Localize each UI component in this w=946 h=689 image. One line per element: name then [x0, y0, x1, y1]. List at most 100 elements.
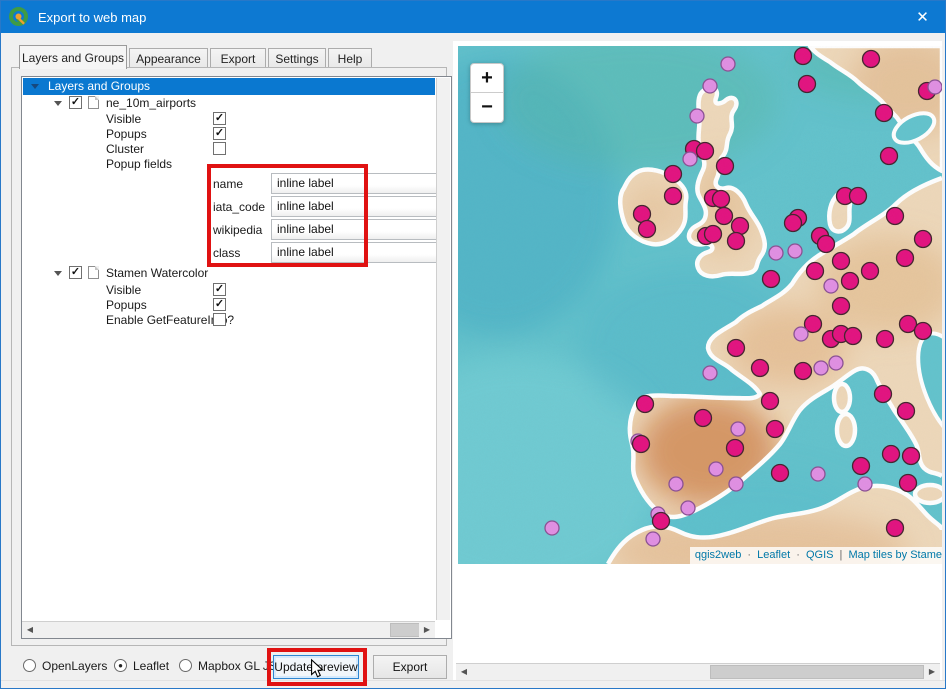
- airport-marker[interactable]: [711, 189, 731, 209]
- airport-marker[interactable]: [787, 243, 803, 259]
- airport-marker[interactable]: [816, 234, 836, 254]
- airport-marker[interactable]: [668, 476, 684, 492]
- radio-leaflet-label[interactable]: Leaflet: [133, 659, 170, 673]
- airport-marker[interactable]: [768, 245, 784, 261]
- field-label-combobox[interactable]: inline label: [271, 173, 437, 194]
- airport-marker[interactable]: [843, 326, 863, 346]
- airport-marker[interactable]: [726, 338, 746, 358]
- airport-marker[interactable]: [857, 476, 873, 492]
- airport-marker[interactable]: [663, 186, 683, 206]
- radio-leaflet[interactable]: ●: [114, 659, 127, 672]
- airport-marker[interactable]: [663, 164, 683, 184]
- airport-marker[interactable]: [823, 278, 839, 294]
- airport-marker[interactable]: [810, 466, 826, 482]
- airport-marker[interactable]: [728, 476, 744, 492]
- airport-marker[interactable]: [813, 360, 829, 376]
- airport-marker[interactable]: [730, 421, 746, 437]
- airport-marker[interactable]: [682, 151, 698, 167]
- export-button[interactable]: Export: [373, 655, 447, 679]
- airport-marker[interactable]: [885, 206, 905, 226]
- airport-marker[interactable]: [803, 314, 823, 334]
- airport-marker[interactable]: [770, 463, 790, 483]
- qgis2web-link[interactable]: qgis2web: [694, 549, 742, 561]
- airport-marker[interactable]: [831, 296, 851, 316]
- airport-marker[interactable]: [881, 444, 901, 464]
- airport-marker[interactable]: [726, 231, 746, 251]
- option-checkbox[interactable]: ✓: [213, 112, 226, 125]
- airport-marker[interactable]: [793, 326, 809, 342]
- option-checkbox[interactable]: ✓: [213, 283, 226, 296]
- airport-marker[interactable]: [708, 461, 724, 477]
- airport-marker[interactable]: [703, 224, 723, 244]
- map-tiles-link[interactable]: Map tiles by Stame: [848, 549, 942, 561]
- airport-marker[interactable]: [901, 446, 921, 466]
- airport-marker[interactable]: [851, 456, 871, 476]
- tab-help[interactable]: Help: [328, 48, 372, 68]
- field-label-combobox[interactable]: inline label: [271, 242, 437, 263]
- airport-marker[interactable]: [860, 261, 880, 281]
- airport-marker[interactable]: [913, 321, 933, 341]
- scroll-left-icon[interactable]: ◀: [22, 622, 38, 638]
- airport-marker[interactable]: [783, 213, 803, 233]
- zoom-out-button[interactable]: −: [481, 96, 493, 118]
- tab-layers-and-groups[interactable]: Layers and Groups: [19, 45, 127, 69]
- airport-marker[interactable]: [645, 531, 661, 547]
- airport-marker[interactable]: [680, 500, 696, 516]
- close-button[interactable]: ✕: [916, 9, 929, 26]
- airport-marker[interactable]: [913, 229, 933, 249]
- layer-checkbox[interactable]: ✓: [69, 96, 82, 109]
- airport-marker[interactable]: [885, 518, 905, 538]
- radio-openlayers[interactable]: [23, 659, 36, 672]
- tree-item-layer[interactable]: ✓ Stamen Watercolor: [22, 265, 451, 281]
- airport-marker[interactable]: [720, 56, 736, 72]
- tree-root-item[interactable]: Layers and Groups: [23, 78, 435, 95]
- airport-marker[interactable]: [637, 219, 657, 239]
- option-checkbox[interactable]: ✓: [213, 127, 226, 140]
- airport-marker[interactable]: [895, 248, 915, 268]
- airport-marker[interactable]: [635, 394, 655, 414]
- airport-marker[interactable]: [879, 146, 899, 166]
- airport-marker[interactable]: [861, 49, 881, 69]
- airport-marker[interactable]: [695, 141, 715, 161]
- airport-marker[interactable]: [874, 103, 894, 123]
- airport-marker[interactable]: [875, 329, 895, 349]
- airport-marker[interactable]: [805, 261, 825, 281]
- tab-export[interactable]: Export: [210, 48, 266, 68]
- collapse-arrow-icon[interactable]: [31, 84, 39, 89]
- airport-marker[interactable]: [898, 314, 918, 334]
- airport-marker[interactable]: [848, 186, 868, 206]
- airport-marker[interactable]: [730, 216, 750, 236]
- layer-checkbox[interactable]: ✓: [69, 266, 82, 279]
- airport-marker[interactable]: [765, 419, 785, 439]
- airport-marker[interactable]: [831, 251, 851, 271]
- tab-appearance[interactable]: Appearance: [129, 48, 208, 68]
- radio-mapbox[interactable]: [179, 659, 192, 672]
- leaflet-link[interactable]: Leaflet: [757, 549, 791, 561]
- airport-marker[interactable]: [840, 271, 860, 291]
- airport-marker[interactable]: [715, 156, 735, 176]
- airport-marker[interactable]: [725, 438, 745, 458]
- radio-openlayers-label[interactable]: OpenLayers: [42, 659, 108, 673]
- airport-marker[interactable]: [693, 408, 713, 428]
- qgis-link[interactable]: QGIS: [805, 549, 834, 561]
- airport-marker[interactable]: [702, 78, 718, 94]
- scroll-left-icon[interactable]: ◀: [456, 664, 472, 680]
- option-checkbox[interactable]: [213, 313, 226, 326]
- airport-marker[interactable]: [898, 473, 918, 493]
- tree-horizontal-scrollbar[interactable]: ◀ ▶: [22, 621, 435, 638]
- radio-mapbox-label[interactable]: Mapbox GL JS: [198, 659, 277, 673]
- tab-settings[interactable]: Settings: [268, 48, 326, 68]
- tree-item-layer[interactable]: ✓ ne_10m_airports: [22, 95, 451, 111]
- option-checkbox[interactable]: [213, 142, 226, 155]
- collapse-arrow-icon[interactable]: [54, 271, 62, 276]
- zoom-in-button[interactable]: +: [471, 64, 503, 93]
- airport-marker[interactable]: [828, 355, 844, 371]
- airport-marker[interactable]: [631, 434, 651, 454]
- field-label-combobox[interactable]: inline label: [271, 196, 437, 217]
- field-label-combobox[interactable]: inline label: [271, 219, 437, 240]
- option-checkbox[interactable]: ✓: [213, 298, 226, 311]
- airport-marker[interactable]: [927, 79, 942, 95]
- airport-marker[interactable]: [793, 361, 813, 381]
- airport-marker[interactable]: [750, 358, 770, 378]
- airport-marker[interactable]: [793, 46, 813, 66]
